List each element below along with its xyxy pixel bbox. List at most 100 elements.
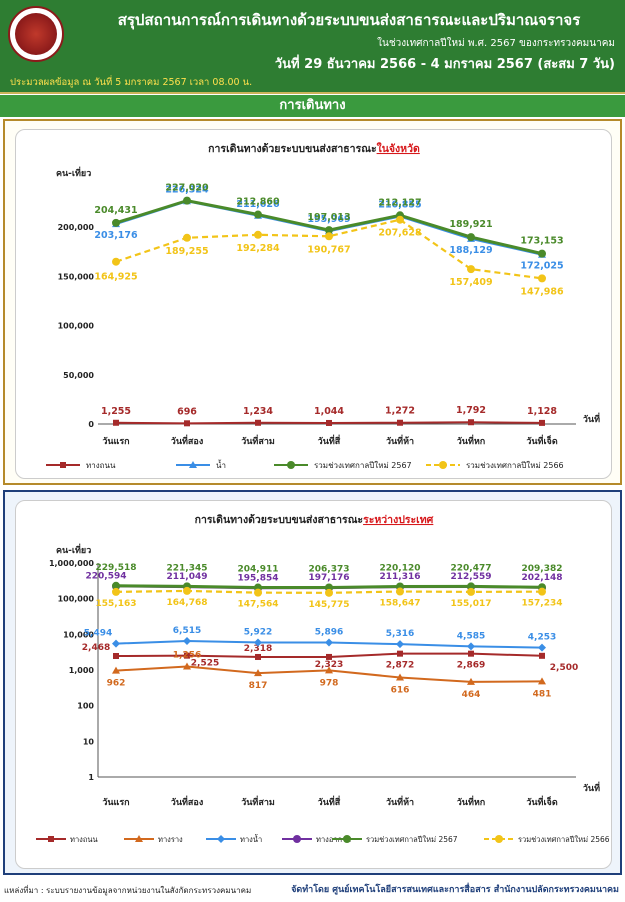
data-point	[183, 233, 191, 242]
data-point	[184, 420, 190, 427]
data-label: 207,628	[378, 228, 422, 239]
data-label: 2,869	[457, 661, 485, 671]
data-label: 221,345	[167, 563, 208, 573]
data-label: 206,373	[309, 564, 350, 574]
data-label: 481	[533, 689, 552, 699]
date-range: วันที่ 29 ธันวาคม 2566 - 4 มกราคม 2567 (…	[274, 57, 615, 72]
data-point	[255, 653, 261, 660]
data-point	[538, 274, 546, 283]
y-tick-label: 1	[88, 773, 94, 782]
y-tick-label: 50,000	[63, 371, 94, 380]
section-title: การเดินทาง	[0, 95, 625, 117]
data-label: 203,176	[94, 230, 138, 241]
data-label: 155,017	[451, 599, 492, 609]
page-title: สรุปสถานการณ์การเดินทางด้วยระบบขนส่งสาธา…	[117, 11, 581, 29]
legend-marker	[287, 461, 295, 469]
data-label: 202,148	[522, 573, 563, 583]
x-tick-label: วันที่สี่	[318, 434, 341, 447]
data-label: 210,855	[378, 200, 421, 211]
data-label: 2,525	[191, 659, 219, 669]
data-label: 211,626	[236, 199, 280, 210]
data-point	[538, 643, 546, 652]
data-label: 192,284	[236, 243, 280, 254]
data-point	[112, 587, 120, 596]
data-point	[396, 587, 404, 596]
data-point	[112, 639, 120, 648]
data-point	[254, 669, 262, 677]
data-point	[538, 587, 546, 596]
data-label: 1,792	[456, 405, 486, 416]
data-label: 197,176	[309, 573, 350, 583]
y-tick-label: 100,000	[58, 595, 95, 604]
data-label: 696	[177, 406, 197, 417]
data-point	[112, 581, 120, 590]
x-axis-label: วันที่	[583, 781, 600, 794]
data-label: 189,921	[449, 219, 492, 230]
y-tick-label: 10	[83, 737, 95, 746]
legend-marker	[217, 835, 225, 843]
data-point	[467, 265, 475, 274]
data-label: 2,468	[82, 643, 110, 653]
data-point	[326, 419, 332, 426]
data-point	[468, 419, 474, 426]
domestic-chart: การเดินทางด้วยระบบขนส่งสาธารณะในจังหวัดค…	[46, 141, 600, 470]
data-label: 195,969	[307, 214, 350, 225]
data-label: 229,518	[96, 563, 137, 573]
data-point	[397, 650, 403, 657]
y-tick-label: 0	[88, 420, 94, 429]
y-tick-label: 100,000	[58, 322, 95, 331]
x-tick-label: วันที่สาม	[241, 795, 275, 808]
data-label: 212,559	[451, 572, 492, 582]
data-label: 155,163	[96, 599, 137, 609]
data-point	[112, 257, 120, 266]
legend-marker	[495, 835, 503, 843]
ministry-logo	[8, 6, 64, 62]
x-tick-label: วันที่เจ็ด	[526, 795, 557, 808]
x-tick-label: วันที่หก	[457, 434, 486, 447]
data-label: 1,128	[527, 406, 557, 417]
data-label: 616	[391, 686, 410, 696]
data-point	[326, 653, 332, 660]
data-label: 1,272	[385, 406, 415, 417]
chart-title-highlight: ระหว่างประเทศ	[363, 514, 434, 526]
data-point	[184, 652, 190, 659]
data-label: 204,911	[238, 565, 279, 575]
data-point	[112, 666, 120, 674]
x-tick-label: วันที่สาม	[241, 434, 275, 447]
y-tick-label: 150,000	[58, 272, 95, 281]
data-point	[396, 215, 404, 224]
y-axis-label: คน-เที่ยว	[56, 166, 91, 179]
data-label: 164,768	[167, 598, 208, 608]
data-label: 5,922	[244, 627, 272, 637]
data-label: 1,234	[243, 406, 273, 417]
x-tick-label: วันที่สอง	[171, 795, 203, 808]
legend-label: ทางราง	[158, 835, 183, 844]
data-label: 2,323	[315, 660, 343, 670]
data-label: 2,500	[550, 663, 578, 673]
legend-label: รวมช่วงเทศกาลปีใหม่ 2567	[366, 835, 458, 844]
international-chart: การเดินทางด้วยระบบขนส่งสาธารณะระหว่างประ…	[36, 513, 610, 844]
data-label: 173,153	[520, 236, 563, 247]
legend-marker	[343, 835, 351, 843]
y-tick-label: 100	[77, 702, 94, 711]
page-subtitle: ในช่วงเทศกาลปีใหม่ พ.ศ. 2567 ของกระทรวงค…	[377, 38, 615, 49]
data-label: 464	[462, 690, 481, 700]
chart-title-main: การเดินทางด้วยระบบขนส่งสาธารณะ	[208, 142, 376, 155]
data-label: 189,255	[165, 246, 208, 257]
data-label: 978	[320, 678, 339, 688]
legend-label: รวมช่วงเทศกาลปีใหม่ 2566	[466, 461, 564, 470]
data-label: 227,020	[165, 183, 209, 194]
legend-label: ทางถนน	[86, 461, 116, 470]
y-tick-label: 1,000,000	[49, 559, 94, 568]
international-chart-panel: การเดินทางด้วยระบบขนส่งสาธารณะระหว่างประ…	[3, 490, 622, 875]
data-label: 6,515	[173, 626, 201, 636]
data-point	[183, 196, 191, 205]
x-tick-label: วันที่เจ็ด	[526, 434, 557, 447]
y-axis-label: คน-เที่ยว	[56, 543, 91, 556]
data-label: 212,860	[236, 197, 280, 208]
data-point	[325, 588, 333, 597]
domestic-chart-card: การเดินทางด้วยระบบขนส่งสาธารณะในจังหวัดค…	[15, 129, 612, 479]
data-label: 211,049	[167, 572, 208, 582]
data-label: 157,234	[522, 599, 563, 609]
data-point	[254, 230, 262, 239]
